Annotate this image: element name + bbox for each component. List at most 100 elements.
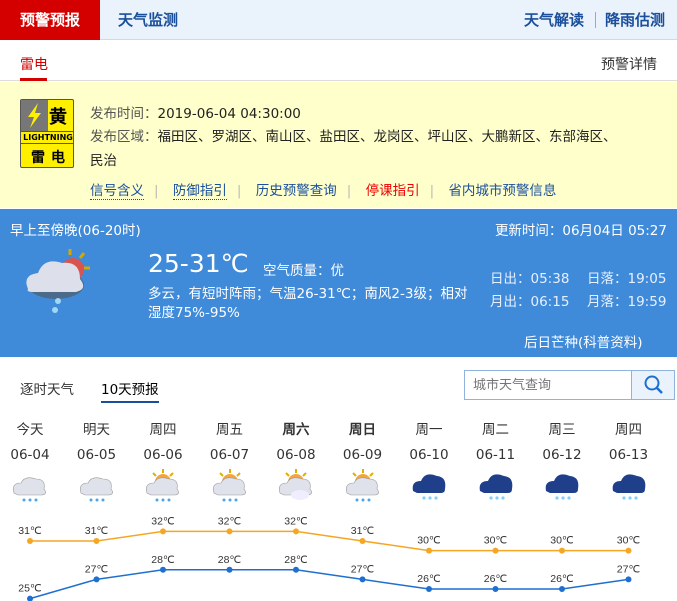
high-temp-point (160, 528, 166, 535)
air-quality: 空气质量：优 (263, 259, 344, 279)
forecast-tabs: 逐时天气 10天预报 (0, 358, 677, 408)
tab-10-day[interactable]: 10天预报 (101, 382, 159, 398)
label: 发布区域： (90, 129, 158, 145)
sun-cloud-rain-icon (133, 467, 193, 503)
low-temp-point (160, 566, 166, 573)
forecast-day: 周日 06-09 (333, 418, 393, 503)
badge-type: 雷电 (31, 150, 71, 166)
forecast-day: 今天 06-04 (0, 418, 60, 503)
high-temp-line (30, 530, 629, 552)
description-cont: 湿度75%-95% (148, 305, 240, 321)
high-temp-label: 31℃ (85, 525, 109, 537)
weekday: 周四 (149, 422, 177, 438)
search-button[interactable] (631, 371, 674, 399)
high-temp-point (359, 538, 366, 544)
tab-warning-forecast[interactable]: 预警预报 (0, 0, 100, 40)
top-nav: 预警预报 天气监测 天气解读 降雨估测 (0, 0, 677, 40)
high-temp-label: 30℃ (484, 535, 508, 547)
divider (595, 12, 596, 28)
date: 06-13 (608, 447, 649, 463)
forecast-day: 周一 06-10 (399, 418, 459, 503)
high-temp-point (93, 538, 100, 544)
high-temp-point (293, 528, 299, 535)
temperature-chart: 31℃ 31℃ 32℃ 32℃ 32℃ 31℃ 30℃ 30℃ 30℃ 30℃ 25℃ 27℃ 28℃ 2… (18, 515, 641, 601)
warning-details-link[interactable]: 预警详情 (601, 57, 657, 73)
forecast-day: 周五 06-07 (200, 418, 260, 503)
date: 06-08 (276, 447, 316, 463)
moonset: 月落：19:59 (587, 294, 667, 310)
low-temp-point (625, 576, 632, 583)
date: 06-04 (10, 447, 50, 463)
high-temp-label: 32℃ (218, 515, 242, 527)
badge-color: 黄 (49, 107, 67, 128)
active-indicator (101, 401, 159, 403)
low-temp-label: 26℃ (484, 573, 508, 585)
thunder-rain-icon (466, 467, 526, 503)
high-temp-label: 32℃ (151, 515, 175, 527)
link-province-warnings[interactable]: 省内城市预警信息 (448, 183, 557, 199)
lightning-warning-badge: 黄 LIGHTNING 雷电 (20, 99, 74, 168)
high-temp-point (492, 547, 499, 554)
weekday: 周四 (615, 422, 642, 438)
description: 多云，有短时阵雨；气温26-31℃；南风2-3级；相对 (148, 286, 468, 302)
weekday: 周日 (349, 422, 376, 438)
tab-lightning[interactable]: 雷电 (20, 57, 48, 73)
date: 06-09 (342, 447, 383, 463)
high-temp-point (226, 528, 233, 535)
low-temp-line (29, 569, 629, 600)
sunset: 日落：19:05 (587, 271, 667, 287)
warning-panel: 黄 LIGHTNING 雷电 发布时间：2019-06-04 04:30:00 … (0, 82, 677, 208)
high-temp-label: 30℃ (550, 535, 574, 547)
link-class-suspension[interactable]: 停课指引 (365, 183, 420, 199)
low-temp-label: 27℃ (85, 563, 109, 575)
low-temp-label: 27℃ (617, 563, 641, 575)
high-temp-point (426, 547, 432, 554)
high-temp-point (559, 547, 565, 554)
tab-weather-monitor[interactable]: 天气监测 (118, 11, 179, 29)
forecast-day: 周四 06-13 (599, 418, 659, 503)
lightning-bolt-icon (21, 100, 48, 131)
link-signal-meaning[interactable]: 信号含义 (90, 179, 144, 200)
solar-term-link[interactable]: 后日芒种(科普资料) (524, 335, 643, 351)
link-defense-guide[interactable]: 防御指引 (172, 179, 227, 200)
badge-en: LIGHTNING (21, 131, 73, 144)
low-temp-point (359, 576, 366, 583)
value: 2019-06-04 04:30:00 (157, 106, 301, 122)
weekday: 周六 (282, 422, 310, 438)
low-temp-point (93, 576, 100, 583)
low-temp-label: 26℃ (417, 573, 441, 585)
tab-rain-estimate[interactable]: 降雨估测 (605, 11, 666, 29)
sun-cloud-rain-icon (200, 467, 260, 503)
period: 早上至傍晚(06-20时) (10, 223, 141, 239)
temperature-range: 25-31℃ (148, 249, 249, 278)
low-temp-point (492, 586, 499, 592)
tab-weather-interpretation[interactable]: 天气解读 (524, 11, 585, 29)
date: 06-07 (209, 447, 250, 463)
date: 06-10 (409, 447, 449, 463)
forecast-day: 周三 06-12 (532, 418, 592, 503)
low-temp-point (426, 586, 432, 592)
issue-area-cont: 民治 (90, 153, 117, 169)
thunder-rain-icon (599, 467, 659, 503)
low-temp-point (27, 595, 33, 601)
value: 优 (330, 263, 345, 279)
sun-cloud-rain-icon (333, 467, 393, 503)
weekday: 周三 (548, 422, 576, 438)
weekday: 周一 (415, 422, 443, 438)
link-history[interactable]: 历史预警查询 (255, 183, 337, 199)
low-temp-label: 28℃ (284, 554, 308, 566)
cloud-rain-icon (67, 467, 127, 503)
city-search-input[interactable] (465, 371, 631, 399)
label: 发布时间： (90, 106, 158, 122)
low-temp-point (293, 566, 299, 573)
high-temp-label: 30℃ (617, 535, 641, 547)
divider: | (236, 183, 242, 199)
high-temp-point (27, 538, 33, 544)
high-temp-label: 31℃ (18, 525, 42, 537)
forecast-day: 周四 06-06 (133, 418, 193, 503)
thunder-rain-icon (532, 467, 592, 503)
tab-hourly[interactable]: 逐时天气 (20, 382, 74, 398)
issue-time: 发布时间：2019-06-04 04:30:00 (90, 102, 301, 122)
cloudy-sun-rain-icon (18, 245, 98, 319)
divider: | (429, 183, 435, 199)
